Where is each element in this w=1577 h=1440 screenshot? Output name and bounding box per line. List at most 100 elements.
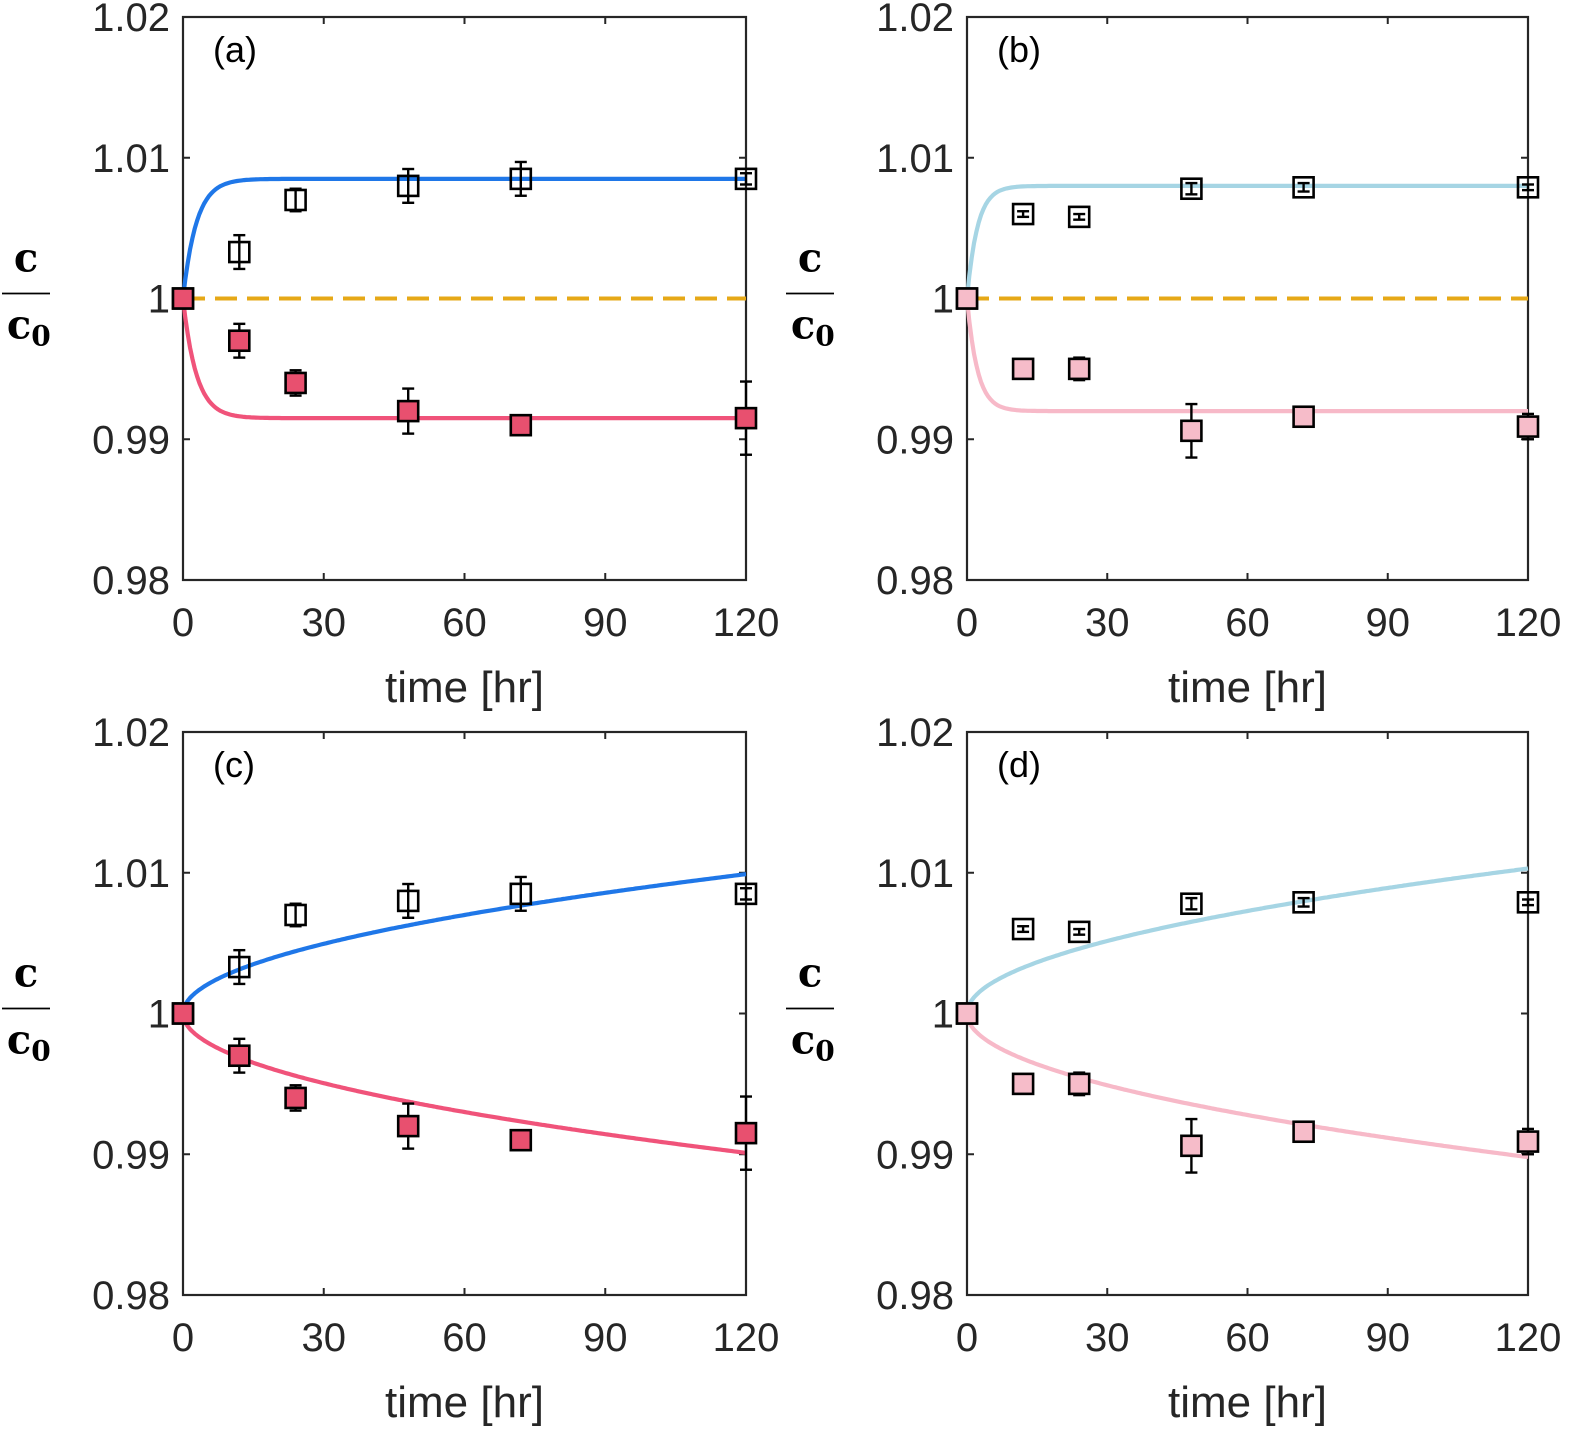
- data-point-lower: [228, 329, 251, 353]
- y-tick-label: 1.02: [876, 711, 954, 755]
- data-point-upper: [1180, 177, 1203, 201]
- x-tick-label: 30: [302, 1316, 347, 1360]
- data-point-upper: [1292, 176, 1315, 199]
- data-point-lower: [955, 287, 979, 310]
- data-point-lower: [1011, 1072, 1035, 1096]
- data-point-lower: [228, 1044, 251, 1068]
- y-axis-label-denominator: c: [7, 302, 31, 349]
- y-tick-label: 0.98: [92, 559, 170, 603]
- y-tick-label: 1: [148, 278, 170, 322]
- fit-curve-lower: [180, 298, 746, 421]
- data-point-upper: [734, 882, 758, 906]
- y-tick-label: 0.98: [92, 1274, 170, 1318]
- data-point-lower: [734, 406, 758, 430]
- fit-curve-lower: [180, 1012, 747, 1155]
- y-tick-label: 1: [932, 278, 954, 322]
- fit-curve-lower: [964, 1012, 1529, 1160]
- data-point-lower: [1067, 1072, 1091, 1096]
- x-tick-label: 0: [956, 1316, 978, 1360]
- x-tick-label: 0: [172, 601, 194, 645]
- y-tick-label: 1: [932, 993, 954, 1037]
- y-tick-label: 1.02: [92, 0, 170, 40]
- data-point-upper: [1516, 176, 1540, 199]
- y-axis-label-subscript: 0: [815, 320, 834, 353]
- data-point-lower: [734, 1121, 758, 1145]
- fit-curve-upper: [180, 872, 747, 1015]
- x-tick-label: 60: [442, 1316, 487, 1360]
- y-tick-label: 0.99: [876, 1133, 954, 1177]
- x-tick-label: 120: [1495, 1316, 1562, 1360]
- fit-curve-upper: [964, 183, 1528, 299]
- x-tick-label: 120: [713, 1316, 780, 1360]
- x-tick-label: 120: [1495, 601, 1562, 645]
- y-tick-label: 0.98: [876, 1274, 954, 1318]
- data-point-upper: [228, 240, 251, 264]
- data-point-upper: [1067, 205, 1091, 229]
- data-point-lower: [396, 1114, 420, 1138]
- y-tick-label: 1.02: [876, 0, 954, 40]
- data-point-upper: [1292, 891, 1315, 914]
- y-axis-label-subscript: 0: [815, 1035, 834, 1068]
- data-point-upper: [1516, 891, 1540, 914]
- x-tick-label: 60: [442, 601, 487, 645]
- x-axis-label: time [hr]: [385, 1378, 544, 1427]
- x-tick-label: 90: [583, 601, 628, 645]
- axes-box: [965, 730, 1530, 1297]
- y-axis-label-numerator: c: [798, 950, 822, 997]
- data-point-lower: [284, 371, 307, 395]
- data-point-lower: [1011, 357, 1035, 381]
- data-point-upper: [1067, 920, 1091, 944]
- y-axis-label-numerator: c: [14, 235, 38, 282]
- panel-label: (b): [997, 29, 1041, 70]
- data-point-lower: [1292, 1120, 1315, 1144]
- data-point-upper: [396, 889, 420, 913]
- data-point-upper: [1011, 917, 1035, 941]
- data-point-lower: [509, 1128, 533, 1152]
- y-tick-label: 0.99: [92, 1133, 170, 1177]
- y-axis-label-subscript: 0: [31, 320, 50, 353]
- panel-label: (d): [997, 744, 1041, 785]
- x-tick-label: 30: [1085, 1316, 1130, 1360]
- x-tick-label: 90: [1366, 601, 1411, 645]
- data-point-upper: [1180, 892, 1203, 916]
- x-tick-label: 60: [1225, 601, 1270, 645]
- y-tick-label: 0.98: [876, 559, 954, 603]
- y-tick-label: 0.99: [876, 418, 954, 462]
- x-tick-label: 120: [713, 601, 780, 645]
- data-point-lower: [1516, 1130, 1540, 1153]
- fit-curve-upper: [964, 866, 1529, 1014]
- y-axis-label-denominator: c: [791, 302, 815, 349]
- x-tick-label: 60: [1225, 1316, 1270, 1360]
- data-point-upper: [509, 882, 533, 906]
- y-tick-label: 1.01: [92, 137, 170, 181]
- y-tick-label: 1.01: [876, 852, 954, 896]
- panel-label: (c): [213, 744, 255, 785]
- axes-box: [181, 730, 748, 1297]
- data-point-lower: [171, 1002, 195, 1025]
- data-point-upper: [228, 955, 251, 979]
- data-point-lower: [171, 287, 195, 310]
- x-tick-label: 90: [1366, 1316, 1411, 1360]
- y-axis-label-subscript: 0: [31, 1035, 50, 1068]
- panel-label: (a): [213, 29, 257, 70]
- data-point-lower: [1067, 357, 1091, 381]
- y-tick-label: 1.01: [876, 137, 954, 181]
- data-point-lower: [1180, 419, 1203, 443]
- data-point-upper: [734, 167, 758, 191]
- data-point-lower: [1180, 1134, 1203, 1158]
- data-point-lower: [284, 1086, 307, 1110]
- data-point-upper: [284, 903, 307, 927]
- fit-curve-upper: [180, 176, 746, 299]
- data-point-lower: [509, 413, 533, 437]
- x-tick-label: 90: [583, 1316, 628, 1360]
- data-point-upper: [396, 174, 420, 198]
- data-point-upper: [284, 188, 307, 212]
- fit-curve-lower: [964, 298, 1528, 414]
- x-axis-label: time [hr]: [1168, 1378, 1327, 1427]
- data-point-lower: [396, 399, 420, 423]
- data-point-lower: [1292, 405, 1315, 429]
